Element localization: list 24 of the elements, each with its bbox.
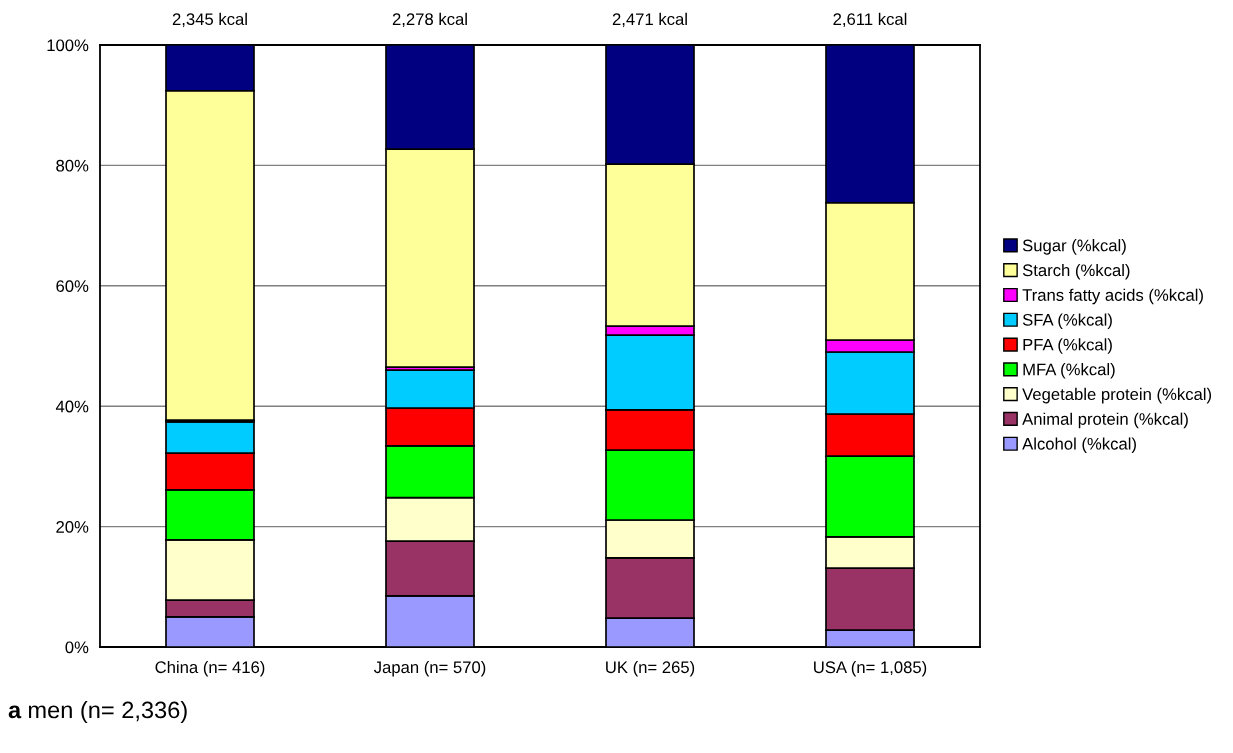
y-tick-label: 20% — [56, 521, 89, 533]
y-tick-label: 100% — [47, 39, 89, 52]
legend-label: Starch (%kcal) — [1022, 263, 1130, 280]
legend-label: Vegetable protein (%kcal) — [1022, 387, 1212, 404]
legend-label: Sugar (%kcal) — [1022, 239, 1126, 255]
legend-label: Trans fatty acids (%kcal) — [1022, 288, 1203, 305]
text: a men (n= 2,336) — [8, 700, 187, 723]
x-tick-label: Japan (n= 570) — [373, 660, 486, 677]
legend-label: Alcohol (%kcal) — [1022, 437, 1136, 453]
x-tick-label: USA (n= 1,085) — [814, 660, 927, 677]
legend-label: MFA (%kcal) — [1023, 363, 1115, 379]
legend-label: Animal protein (%kcal) — [1022, 412, 1188, 429]
x-tick-label: UK (n= 265) — [606, 660, 695, 677]
annotation: 2,611 kcal — [833, 12, 907, 28]
legend-label: SFA (%kcal) — [1022, 313, 1112, 330]
annotation: 2,345 kcal — [172, 12, 247, 28]
y-tick-label: 80% — [56, 159, 89, 172]
annotation: 2,471 kcal — [612, 12, 687, 28]
annotation: 2,278 kcal — [392, 12, 467, 28]
legend-label: PFA (%kcal) — [1023, 338, 1112, 354]
x-tick-label: China (n= 416) — [155, 660, 265, 677]
y-tick-label: 60% — [56, 280, 89, 292]
y-tick-label: 40% — [55, 400, 89, 413]
y-tick-label: 0% — [65, 641, 89, 654]
